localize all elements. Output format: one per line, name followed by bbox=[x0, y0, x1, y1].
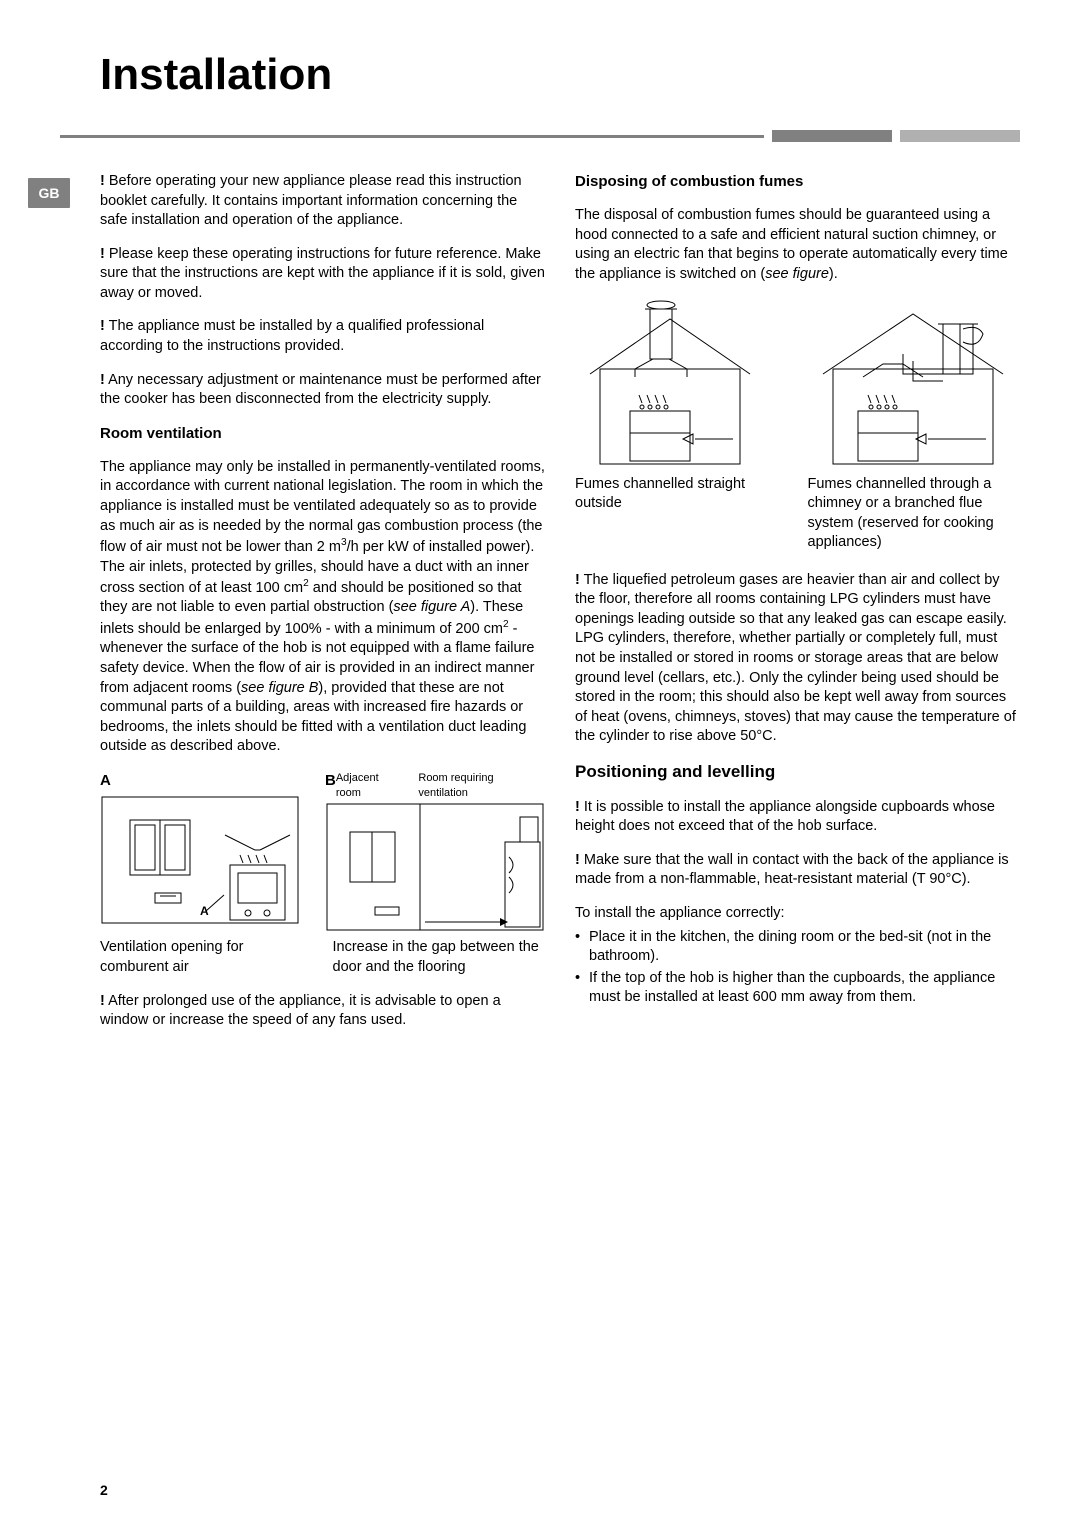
svg-text:A: A bbox=[200, 904, 209, 918]
warning-wall-material: ! Make sure that the wall in contact wit… bbox=[575, 851, 1020, 890]
language-tab: GB bbox=[28, 178, 70, 208]
caption-b: Increase in the gap between the door and… bbox=[333, 938, 546, 977]
bullet-kitchen: •Place it in the kitchen, the dining roo… bbox=[575, 928, 1020, 967]
figure-a: A bbox=[100, 771, 305, 933]
left-column: ! Before operating your new appliance pl… bbox=[100, 172, 545, 1045]
caption-a: Ventilation opening for comburent air bbox=[100, 938, 313, 977]
figure-a-svg: A bbox=[100, 795, 300, 925]
page-number: 2 bbox=[100, 1482, 108, 1498]
para-fumes-disposal: The disposal of combustion fumes should … bbox=[575, 206, 1020, 284]
install-bullets: •Place it in the kitchen, the dining roo… bbox=[575, 928, 1020, 1008]
bullet-hob-height: •If the top of the hob is higher than th… bbox=[575, 969, 1020, 1008]
page-title: Installation bbox=[100, 50, 1020, 100]
warning-cupboards: ! It is possible to install the applianc… bbox=[575, 798, 1020, 837]
figure-b-svg bbox=[325, 802, 545, 932]
warning-lpg: ! The liquefied petroleum gases are heav… bbox=[575, 571, 1020, 747]
caption-fumes-chimney: Fumes channelled through a chimney or a … bbox=[808, 475, 1021, 553]
figure-fumes-direct bbox=[575, 299, 788, 469]
figure-b: BAdjacent room Room requiring ventilatio… bbox=[325, 771, 545, 933]
warning-qualified-install: ! The appliance must be installed by a q… bbox=[100, 317, 545, 356]
warning-read-booklet: ! Before operating your new appliance pl… bbox=[100, 172, 545, 231]
figure-captions-fumes: Fumes channelled straight outside Fumes … bbox=[575, 475, 1020, 553]
warning-maintenance: ! Any necessary adjustment or maintenanc… bbox=[100, 371, 545, 410]
para-install-correctly: To install the appliance correctly: bbox=[575, 904, 1020, 924]
right-column: Disposing of combustion fumes The dispos… bbox=[575, 172, 1020, 1045]
para-ventilation-detail: The appliance may only be installed in p… bbox=[100, 458, 545, 757]
figure-fumes-direct-svg bbox=[575, 299, 765, 469]
caption-fumes-direct: Fumes channelled straight outside bbox=[575, 475, 788, 553]
figure-fumes-chimney bbox=[808, 299, 1021, 469]
content-columns: ! Before operating your new appliance pl… bbox=[100, 172, 1020, 1045]
heading-positioning: Positioning and levelling bbox=[575, 761, 1020, 784]
figure-captions-ab: Ventilation opening for comburent air In… bbox=[100, 938, 545, 977]
header-divider bbox=[60, 130, 1020, 142]
heading-room-ventilation: Room ventilation bbox=[100, 424, 545, 444]
heading-disposing-fumes: Disposing of combustion fumes bbox=[575, 172, 1020, 192]
figure-row-fumes bbox=[575, 299, 1020, 469]
warning-after-use: ! After prolonged use of the appliance, … bbox=[100, 992, 545, 1031]
figure-fumes-chimney-svg bbox=[808, 299, 1018, 469]
warning-keep-instructions: ! Please keep these operating instructio… bbox=[100, 245, 545, 304]
figure-row-ab: A bbox=[100, 771, 545, 933]
